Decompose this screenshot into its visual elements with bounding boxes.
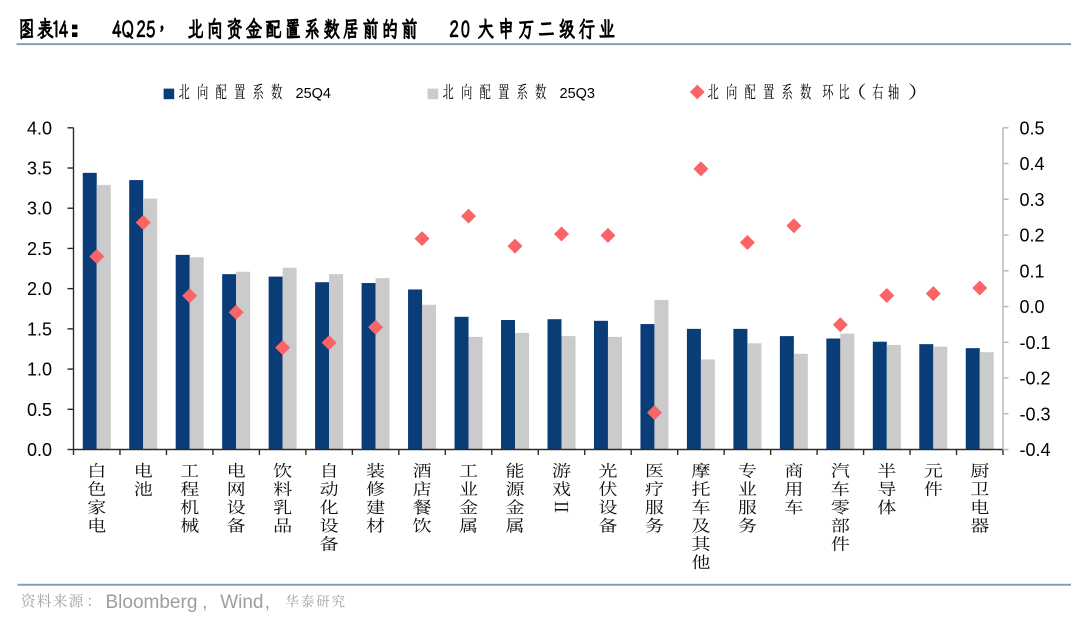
svg-text:,: , (265, 592, 270, 613)
svg-text:25Q3: 25Q3 (560, 86, 595, 102)
svg-text:-0.3: -0.3 (1020, 404, 1051, 424)
svg-text:4.0: 4.0 (27, 118, 52, 138)
svg-text:3.0: 3.0 (27, 199, 52, 219)
svg-text:,: , (202, 592, 207, 613)
svg-text:1.0: 1.0 (27, 360, 52, 380)
svg-text:0.3: 0.3 (1020, 190, 1045, 210)
svg-text:25Q4: 25Q4 (296, 86, 331, 102)
svg-text:-0.4: -0.4 (1020, 440, 1051, 460)
svg-text:-0.1: -0.1 (1020, 333, 1051, 353)
svg-text:0.2: 0.2 (1020, 226, 1045, 246)
svg-text:0.0: 0.0 (27, 440, 52, 460)
svg-text:2.5: 2.5 (27, 239, 52, 259)
svg-text:2.0: 2.0 (27, 279, 52, 299)
svg-text:1.5: 1.5 (27, 319, 52, 339)
svg-text:0.4: 0.4 (1020, 154, 1045, 174)
svg-text:Bloomberg: Bloomberg (106, 592, 198, 613)
svg-text:0.1: 0.1 (1020, 261, 1045, 281)
svg-text:0.0: 0.0 (1020, 297, 1045, 317)
svg-text:0.5: 0.5 (1020, 118, 1045, 138)
svg-text:3.5: 3.5 (27, 159, 52, 179)
svg-text:0.5: 0.5 (27, 400, 52, 420)
svg-text:-0.2: -0.2 (1020, 369, 1051, 389)
svg-text:Wind: Wind (220, 592, 263, 613)
